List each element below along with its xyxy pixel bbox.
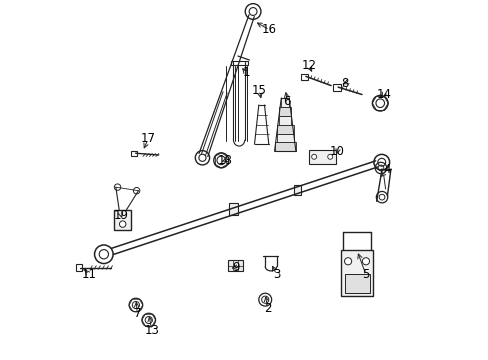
Circle shape	[119, 221, 125, 227]
Bar	[293, 185, 300, 195]
Bar	[276, 125, 293, 134]
Text: 13: 13	[144, 324, 159, 337]
Bar	[229, 203, 238, 215]
Text: 4: 4	[383, 163, 390, 176]
Text: 12: 12	[301, 59, 316, 72]
Text: 17: 17	[140, 132, 155, 145]
Bar	[344, 274, 369, 293]
Text: 9: 9	[231, 261, 239, 274]
Text: 14: 14	[376, 88, 390, 101]
Text: 7: 7	[133, 307, 141, 320]
Bar	[308, 150, 335, 164]
Text: 11: 11	[81, 268, 97, 281]
Bar	[332, 84, 340, 91]
Text: 18: 18	[217, 154, 232, 167]
Text: 8: 8	[340, 77, 347, 90]
Bar	[279, 116, 291, 125]
Text: 16: 16	[262, 23, 276, 36]
Bar	[279, 107, 291, 116]
Circle shape	[311, 154, 316, 159]
Bar	[228, 260, 242, 271]
Text: 10: 10	[329, 145, 344, 158]
Bar	[76, 264, 81, 271]
Circle shape	[327, 154, 332, 159]
Text: 15: 15	[251, 84, 266, 97]
Bar	[114, 210, 131, 230]
Bar	[340, 249, 372, 296]
Text: 3: 3	[272, 268, 280, 281]
Bar	[276, 134, 293, 143]
Bar	[230, 61, 247, 65]
Bar	[300, 73, 308, 80]
Bar	[130, 151, 137, 157]
Text: 2: 2	[264, 302, 271, 315]
Bar	[281, 98, 288, 107]
Text: 5: 5	[362, 268, 369, 281]
Circle shape	[362, 258, 369, 265]
Text: 19: 19	[114, 209, 128, 222]
Text: 1: 1	[242, 66, 249, 79]
Circle shape	[344, 258, 351, 265]
Bar	[274, 143, 295, 152]
Text: 6: 6	[283, 95, 290, 108]
